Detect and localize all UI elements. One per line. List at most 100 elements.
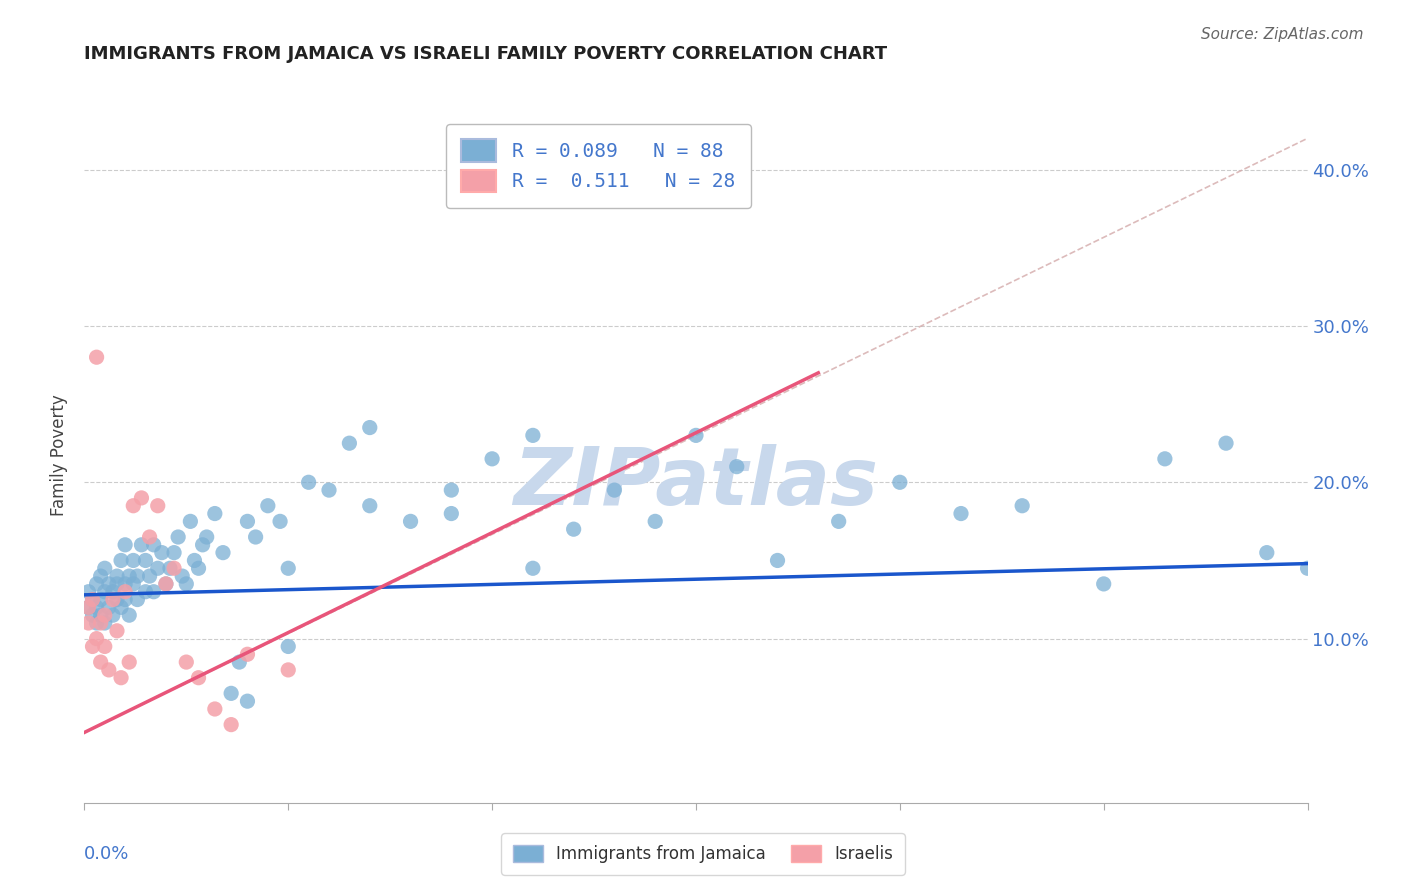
Point bbox=[90, 615, 112, 630]
Point bbox=[93, 561, 117, 575]
Point bbox=[1215, 436, 1237, 450]
Point bbox=[146, 561, 169, 575]
Point bbox=[1092, 577, 1115, 591]
Legend: R = 0.089   N = 88, R =  0.511   N = 28: R = 0.089 N = 88, R = 0.511 N = 28 bbox=[446, 124, 751, 208]
Point bbox=[167, 530, 190, 544]
Point bbox=[86, 577, 108, 591]
Point bbox=[204, 507, 226, 521]
Point bbox=[183, 553, 205, 567]
Point bbox=[114, 577, 136, 591]
Point bbox=[219, 717, 242, 731]
Point bbox=[122, 499, 145, 513]
Point bbox=[481, 451, 503, 466]
Point bbox=[191, 538, 214, 552]
Point bbox=[195, 530, 218, 544]
Point bbox=[277, 663, 299, 677]
Point bbox=[269, 514, 291, 528]
Point bbox=[82, 608, 104, 623]
Point bbox=[118, 608, 141, 623]
Point bbox=[77, 615, 100, 630]
Point bbox=[101, 584, 124, 599]
Point bbox=[155, 577, 177, 591]
Text: ZIPatlas: ZIPatlas bbox=[513, 443, 879, 522]
Point bbox=[766, 553, 789, 567]
Point bbox=[187, 561, 209, 575]
Legend: Immigrants from Jamaica, Israelis: Immigrants from Jamaica, Israelis bbox=[501, 833, 905, 875]
Point bbox=[212, 546, 235, 560]
Point bbox=[93, 608, 117, 623]
Point bbox=[236, 694, 259, 708]
Point bbox=[359, 499, 381, 513]
Point bbox=[339, 436, 361, 450]
Point bbox=[90, 655, 112, 669]
Point bbox=[82, 640, 104, 654]
Point bbox=[138, 569, 160, 583]
Point bbox=[146, 499, 169, 513]
Point bbox=[150, 546, 173, 560]
Point bbox=[298, 475, 321, 490]
Point bbox=[828, 514, 851, 528]
Point bbox=[110, 553, 132, 567]
Text: IMMIGRANTS FROM JAMAICA VS ISRAELI FAMILY POVERTY CORRELATION CHART: IMMIGRANTS FROM JAMAICA VS ISRAELI FAMIL… bbox=[84, 45, 887, 62]
Point bbox=[118, 655, 141, 669]
Point bbox=[950, 507, 973, 521]
Point bbox=[440, 507, 463, 521]
Point bbox=[318, 483, 340, 497]
Point bbox=[644, 514, 666, 528]
Point bbox=[101, 592, 124, 607]
Point bbox=[562, 522, 585, 536]
Point bbox=[725, 459, 748, 474]
Point bbox=[90, 592, 112, 607]
Point bbox=[114, 538, 136, 552]
Point bbox=[245, 530, 267, 544]
Point bbox=[93, 584, 117, 599]
Point bbox=[176, 577, 198, 591]
Point bbox=[105, 624, 128, 638]
Point bbox=[105, 569, 128, 583]
Point bbox=[219, 686, 242, 700]
Text: 0.0%: 0.0% bbox=[84, 845, 129, 863]
Point bbox=[172, 569, 194, 583]
Point bbox=[127, 569, 149, 583]
Point bbox=[110, 671, 132, 685]
Point bbox=[122, 553, 145, 567]
Point bbox=[90, 569, 112, 583]
Point bbox=[1296, 561, 1319, 575]
Point bbox=[131, 491, 153, 505]
Point bbox=[685, 428, 707, 442]
Point bbox=[142, 538, 165, 552]
Point bbox=[138, 530, 160, 544]
Point bbox=[179, 514, 201, 528]
Point bbox=[1154, 451, 1177, 466]
Point bbox=[603, 483, 626, 497]
Point bbox=[187, 671, 209, 685]
Point bbox=[86, 632, 108, 646]
Point bbox=[105, 577, 128, 591]
Point bbox=[122, 577, 145, 591]
Point bbox=[176, 655, 198, 669]
Point bbox=[236, 514, 259, 528]
Point bbox=[118, 569, 141, 583]
Point bbox=[86, 350, 108, 364]
Point bbox=[159, 561, 181, 575]
Point bbox=[257, 499, 280, 513]
Point bbox=[131, 538, 153, 552]
Point bbox=[97, 600, 120, 615]
Point bbox=[93, 615, 117, 630]
Point bbox=[86, 600, 108, 615]
Point bbox=[359, 420, 381, 434]
Point bbox=[142, 584, 165, 599]
Point bbox=[77, 600, 100, 615]
Point bbox=[127, 592, 149, 607]
Point bbox=[1011, 499, 1033, 513]
Point bbox=[277, 561, 299, 575]
Point bbox=[440, 483, 463, 497]
Point bbox=[522, 561, 544, 575]
Point bbox=[163, 546, 186, 560]
Point bbox=[228, 655, 250, 669]
Point bbox=[105, 592, 128, 607]
Point bbox=[97, 663, 120, 677]
Point bbox=[399, 514, 422, 528]
Text: Source: ZipAtlas.com: Source: ZipAtlas.com bbox=[1201, 27, 1364, 42]
Point bbox=[1256, 546, 1278, 560]
